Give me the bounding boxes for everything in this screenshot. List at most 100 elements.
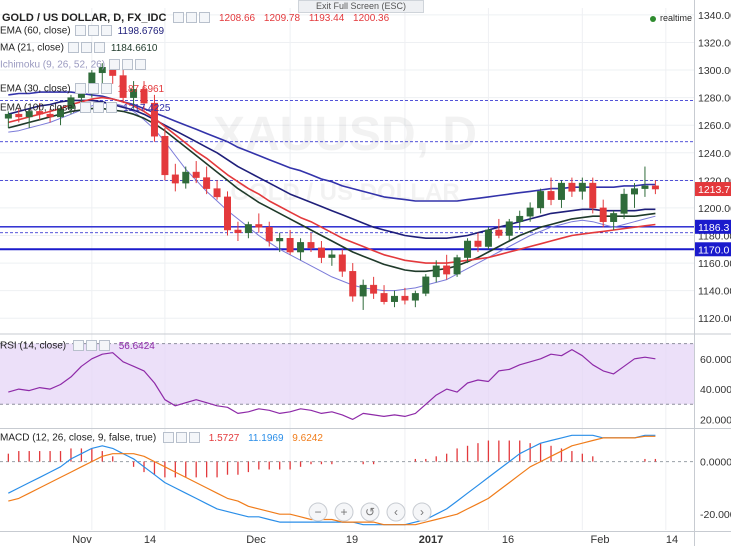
time-tick-label: 2017 bbox=[419, 534, 443, 546]
price-badge-label: 1186.3 bbox=[698, 222, 729, 234]
macd-legend-buttons[interactable] bbox=[162, 432, 202, 444]
eye-icon[interactable] bbox=[74, 83, 86, 94]
zoom-in-icon-glyph: + bbox=[340, 505, 347, 519]
candle-body bbox=[568, 182, 576, 192]
candle-body bbox=[349, 271, 357, 297]
zoom-out-icon[interactable] bbox=[308, 502, 328, 522]
indicator-legend: EMA (100, close) 1217.4225 bbox=[0, 102, 172, 115]
eye-icon[interactable] bbox=[72, 340, 84, 351]
indicator-legend-buttons[interactable] bbox=[74, 25, 114, 37]
watermark-name: GOLD / US DOLLAR bbox=[230, 179, 459, 206]
scroll-right-icon[interactable] bbox=[412, 502, 432, 522]
candle-body bbox=[130, 89, 138, 98]
eye-icon[interactable] bbox=[67, 42, 79, 53]
indicator-legend: Ichimoku (9, 26, 52, 26) bbox=[0, 59, 148, 72]
candle-body bbox=[46, 113, 54, 118]
indicator-legend-buttons[interactable] bbox=[109, 59, 148, 71]
candle-body bbox=[15, 113, 23, 118]
candle-body bbox=[307, 242, 315, 249]
ohlc-close: 1200.36 bbox=[353, 13, 390, 24]
indicator-legend-buttons[interactable] bbox=[67, 42, 107, 54]
rsi-series bbox=[8, 349, 656, 420]
close-icon[interactable] bbox=[93, 42, 105, 53]
zoom-out-icon-glyph: − bbox=[314, 505, 321, 519]
indicator-label: Ichimoku (9, 26, 52, 26) bbox=[0, 59, 106, 71]
candle-body bbox=[464, 240, 472, 258]
candle-body bbox=[641, 185, 649, 189]
reset-icon-glyph: ↺ bbox=[365, 505, 375, 519]
macd-signal-line bbox=[8, 435, 656, 526]
eye-icon[interactable] bbox=[80, 102, 92, 113]
candle-body bbox=[244, 224, 252, 233]
close-icon[interactable] bbox=[98, 340, 110, 351]
settings-icon[interactable] bbox=[122, 59, 134, 70]
axes: 1340.00 1320.00 1300.00 1280.00 1260.00 1240.… bbox=[72, 10, 731, 546]
reset-icon[interactable] bbox=[360, 502, 380, 522]
close-icon[interactable] bbox=[100, 83, 112, 94]
candle-body bbox=[119, 75, 127, 98]
settings-icon[interactable] bbox=[186, 12, 198, 24]
macd-value: 11.1969 bbox=[248, 432, 284, 444]
candle-body bbox=[317, 247, 325, 258]
realtime-dot-icon bbox=[650, 15, 656, 22]
symbol-legend: GOLD / US DOLLAR, D, FX_IDC 1208.66 1209… bbox=[2, 12, 391, 25]
eye-icon[interactable] bbox=[162, 432, 174, 443]
price-tick-label: 1200.00 bbox=[698, 203, 731, 215]
symbol-title: GOLD / US DOLLAR, D, FX_IDC bbox=[2, 12, 167, 24]
settings-icon[interactable] bbox=[87, 25, 99, 36]
indicator-value: 1217.4225 bbox=[123, 102, 171, 114]
price-tick-label: 1280.00 bbox=[698, 93, 731, 105]
indicator-legend-buttons[interactable] bbox=[74, 83, 114, 95]
candle-body bbox=[380, 293, 388, 302]
close-icon[interactable] bbox=[188, 432, 200, 443]
exit-fullscreen-button[interactable]: Exit Full Screen (ESC) bbox=[298, 0, 424, 13]
candle-body bbox=[411, 293, 419, 301]
candle-body bbox=[276, 237, 284, 242]
symbol-legend-buttons[interactable] bbox=[173, 12, 212, 24]
scroll-left-icon[interactable] bbox=[386, 502, 406, 522]
candle-body bbox=[67, 97, 75, 109]
candle-body bbox=[516, 215, 524, 222]
settings-icon[interactable] bbox=[87, 83, 99, 94]
eye-icon[interactable] bbox=[109, 59, 121, 70]
time-tick-label: 16 bbox=[502, 534, 514, 546]
candle-body bbox=[610, 213, 618, 222]
settings-icon[interactable] bbox=[80, 42, 92, 53]
close-icon[interactable] bbox=[135, 59, 147, 70]
macd-series bbox=[0, 434, 694, 526]
candle-body bbox=[599, 207, 607, 222]
indicator-legend-buttons[interactable] bbox=[80, 102, 119, 114]
settings-icon[interactable] bbox=[93, 102, 105, 113]
price-badge-label: 1213.7 bbox=[698, 184, 730, 196]
candle-body bbox=[57, 108, 65, 118]
indicator-value: 1184.6610 bbox=[110, 42, 158, 54]
candle-body bbox=[443, 265, 451, 275]
eye-icon[interactable] bbox=[173, 12, 185, 24]
candle-body bbox=[255, 224, 263, 228]
price-tick-label: 1140.00 bbox=[698, 286, 731, 298]
settings-icon[interactable] bbox=[175, 432, 187, 443]
indicator-legend: EMA (60, close) 1198.6769 bbox=[0, 25, 166, 38]
close-icon[interactable] bbox=[100, 25, 112, 36]
eye-icon[interactable] bbox=[74, 25, 86, 36]
price-tick-label: 1160.00 bbox=[698, 258, 731, 270]
indicator-label: EMA (30, close) bbox=[0, 83, 71, 95]
price-badge bbox=[695, 242, 731, 257]
price-tick-label: 1300.00 bbox=[698, 65, 731, 77]
candle-body bbox=[474, 240, 482, 247]
candle-body bbox=[36, 111, 44, 115]
indicator-value: 1198.6769 bbox=[117, 25, 165, 37]
time-tick-label: Dec bbox=[246, 534, 266, 546]
chart-nav-buttons[interactable]: − + ↺ ‹ › bbox=[308, 502, 432, 522]
rsi-legend-buttons[interactable] bbox=[72, 340, 112, 352]
more-icon[interactable] bbox=[199, 12, 211, 24]
macd-signal-value: 9.6242 bbox=[292, 432, 323, 444]
candle-body bbox=[422, 276, 430, 294]
candle-body bbox=[526, 207, 534, 217]
close-icon[interactable] bbox=[106, 102, 118, 113]
zoom-in-icon[interactable] bbox=[334, 502, 354, 522]
ema30-line bbox=[8, 96, 656, 264]
settings-icon[interactable] bbox=[85, 340, 97, 351]
candle-body bbox=[286, 237, 294, 253]
